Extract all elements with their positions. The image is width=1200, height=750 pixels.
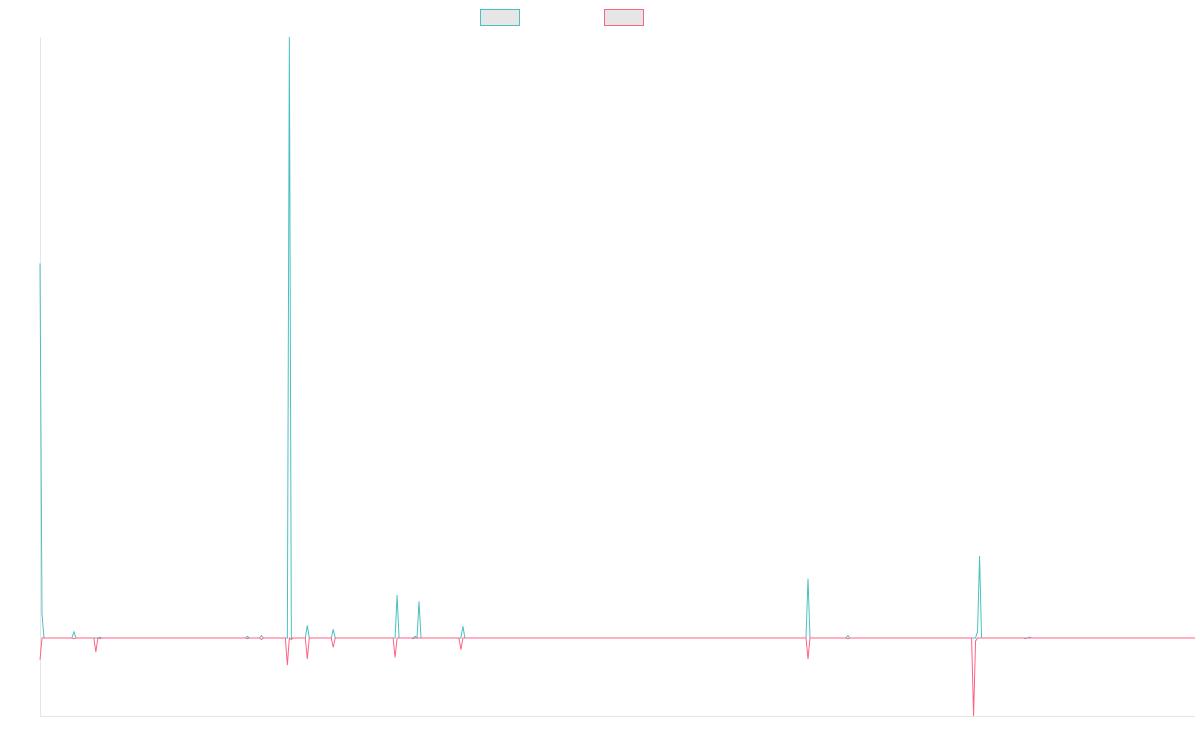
legend-swatch-1[interactable] [480,9,520,26]
legend [480,9,644,26]
axes [40,37,1195,717]
series-line-2 [39,636,1195,717]
legend-swatch-2[interactable] [604,9,644,26]
series-line-1 [39,36,1195,639]
plot-area [39,36,1195,717]
